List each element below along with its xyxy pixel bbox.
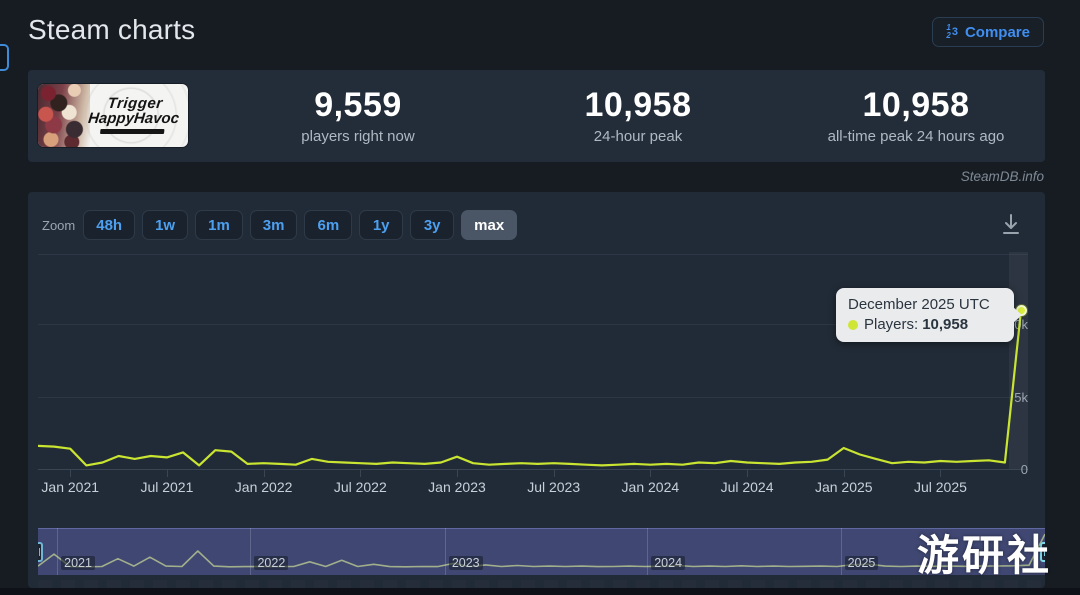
x-axis-tick (360, 470, 362, 477)
stat-alltime-peak-label: all-time peak 24 hours ago (827, 128, 1005, 146)
game-logo-line2: HappyHavoc (87, 110, 180, 128)
navigator-year-label: 2025 (844, 556, 879, 570)
stat-alltime-peak-value: 10,958 (862, 86, 970, 124)
x-axis-tick-label: Jan 2022 (234, 479, 293, 495)
navigator-year-label: 2021 (61, 556, 95, 570)
gridline (38, 396, 1028, 398)
x-axis-tick (650, 470, 652, 477)
game-logo: Trigger HappyHavoc (82, 95, 186, 134)
series-color-dot-icon (848, 319, 858, 330)
zoom-button-48h[interactable]: 48h (83, 210, 136, 240)
range-navigator[interactable]: 2021 2022 2023 2024 2025 (38, 528, 1045, 575)
x-axis-tick-label: Jul 2021 (140, 479, 194, 495)
chart-panel: Zoom 48h 1w 1m 3m 6m 1y 3y max 10k 5k 0 Ja… (28, 192, 1045, 588)
stat-24h-peak: 10,958 24-hour peak (528, 86, 748, 145)
tooltip-players-row: Players: 10,958 (848, 316, 1002, 333)
chart-tooltip: December 2025 UTC Players: 10,958 (836, 288, 1022, 342)
gridline (38, 253, 1028, 255)
zoom-button-max[interactable]: max (461, 210, 518, 240)
stat-24h-peak-label: 24-hour peak (593, 128, 683, 146)
stat-alltime-peak: 10,958 all-time peak 24 hours ago (806, 86, 1026, 145)
x-axis-tick-label: Jan 2023 (428, 479, 486, 495)
zoom-button-1m[interactable]: 1m (195, 210, 243, 240)
stat-players-now: 9,559 players right now (248, 86, 468, 145)
stat-players-now-label: players right now (301, 128, 415, 146)
tooltip-players-value: 10,958 (922, 316, 969, 333)
game-logo-subtitle-bar (100, 128, 165, 134)
steamdb-watermark: SteamDB.info (960, 169, 1044, 184)
zoom-button-3m[interactable]: 3m (249, 210, 298, 240)
x-axis-tick (456, 470, 458, 477)
players-line-chart[interactable] (38, 252, 1028, 470)
x-axis-tick (747, 470, 749, 477)
capsule-character-collage (38, 84, 90, 147)
x-axis-tick (553, 470, 555, 477)
navigator-year-separator (840, 528, 842, 575)
x-axis-tick-label: Jul 2025 (913, 479, 967, 495)
compare-button-label: Compare (964, 23, 1030, 41)
y-axis-tick-label: 5k (1014, 389, 1028, 405)
navigator-year-label: 2024 (651, 556, 686, 570)
zoom-button-6m[interactable]: 6m (304, 210, 353, 240)
navigator-scroll-track[interactable] (38, 580, 1045, 588)
zoom-button-1y[interactable]: 1y (359, 210, 404, 240)
x-axis-tick-label: Jan 2025 (814, 479, 873, 495)
zoom-label: Zoom (42, 217, 76, 233)
zoom-button-1w[interactable]: 1w (142, 210, 189, 240)
stat-24h-peak-value: 10,958 (584, 86, 692, 124)
stat-players-now-value: 9,559 (314, 86, 402, 124)
x-axis-tick-label: Jul 2022 (333, 479, 387, 495)
x-axis-line (38, 469, 1028, 470)
game-capsule-image[interactable]: Trigger HappyHavoc (38, 84, 188, 147)
x-axis-tick-label: Jan 2024 (621, 479, 680, 495)
tooltip-date: December 2025 UTC (848, 296, 990, 313)
left-edge-tab[interactable] (0, 44, 9, 71)
game-logo-line1: Trigger (106, 95, 164, 112)
chinese-watermark: 游研社 (916, 531, 1052, 580)
navigator-selected-range[interactable] (38, 528, 1045, 575)
x-axis-tick-label: Jul 2023 (527, 479, 581, 495)
zoom-button-3y[interactable]: 3y (410, 210, 455, 240)
navigator-year-separator (647, 528, 649, 575)
navigator-year-separator (250, 528, 252, 575)
navigator-year-separator (444, 528, 446, 575)
y-axis-tick-label: 0 (1020, 462, 1028, 477)
bottom-page-edge (0, 588, 1080, 595)
navigator-year-separator (57, 528, 59, 575)
page-title: Steam charts (28, 14, 196, 45)
x-axis-tick (166, 470, 168, 477)
x-axis-tick (70, 470, 72, 477)
download-chart-icon[interactable] (999, 212, 1023, 238)
x-axis-tick-label: Jul 2024 (720, 479, 774, 495)
navigator-year-label: 2023 (448, 556, 483, 570)
x-axis-tick-label: Jan 2021 (41, 479, 100, 495)
x-axis-tick (940, 470, 942, 477)
navigator-year-label: 2022 (254, 556, 289, 570)
x-axis-tick (263, 470, 265, 477)
tooltip-series-label: Players: (864, 316, 919, 333)
chart-zoom-toolbar: Zoom 48h 1w 1m 3m 6m 1y 3y max (42, 210, 524, 240)
x-axis-tick (843, 470, 845, 477)
stats-panel: Trigger HappyHavoc 9,559 players right n… (28, 70, 1045, 162)
navigator-right-handle[interactable] (1040, 542, 1045, 562)
navigator-left-handle[interactable] (38, 542, 43, 562)
gridline (38, 324, 1028, 326)
